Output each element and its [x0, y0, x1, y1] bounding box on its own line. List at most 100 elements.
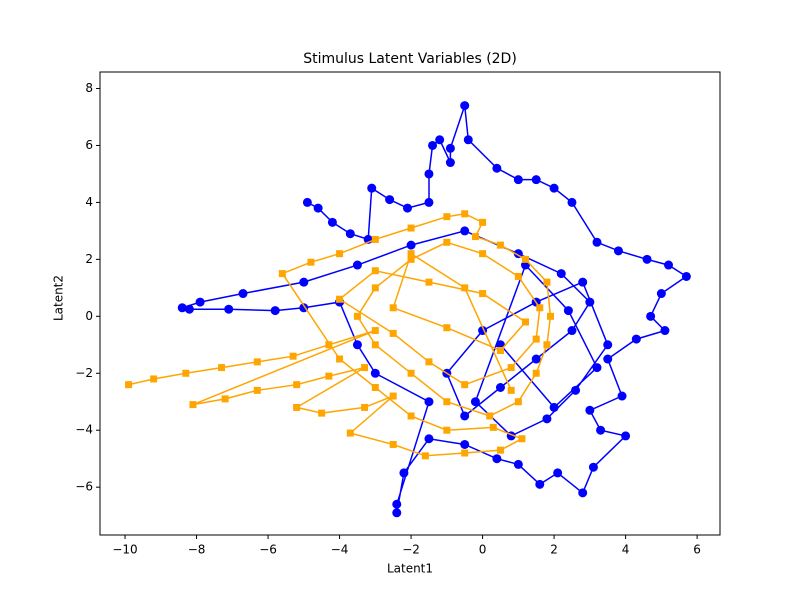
y-axis-label: Latent2	[52, 275, 66, 321]
point	[407, 369, 415, 377]
y-tick-label: 0	[85, 309, 93, 323]
series-line	[128, 213, 552, 457]
point	[507, 364, 515, 372]
point	[631, 334, 641, 344]
point	[489, 423, 497, 431]
point	[327, 217, 337, 227]
point	[177, 303, 187, 313]
point	[521, 255, 529, 263]
point	[514, 272, 522, 280]
point	[543, 341, 551, 349]
point	[221, 395, 229, 403]
point	[461, 284, 469, 292]
y-tick-label: −6	[75, 480, 93, 494]
point	[486, 412, 494, 420]
point	[253, 358, 261, 366]
point	[392, 499, 402, 509]
point	[496, 346, 504, 354]
point	[617, 391, 627, 401]
point	[367, 183, 377, 193]
point	[571, 385, 581, 395]
point	[253, 386, 261, 394]
point	[407, 412, 415, 420]
point	[371, 235, 379, 243]
x-tick-label: −8	[188, 543, 206, 557]
point	[470, 397, 480, 407]
point	[389, 440, 397, 448]
point	[346, 429, 354, 437]
point	[371, 267, 379, 275]
point	[443, 398, 451, 406]
point	[402, 203, 412, 213]
x-tick-label: 4	[622, 543, 630, 557]
x-axis-label: Latent1	[387, 562, 433, 576]
point	[445, 143, 455, 153]
point	[646, 311, 656, 321]
chart-title: Stimulus Latent Variables (2D)	[303, 51, 517, 67]
point	[460, 101, 470, 111]
point	[318, 409, 326, 417]
x-tick-label: 0	[479, 543, 487, 557]
point	[521, 318, 529, 326]
point	[407, 224, 415, 232]
point	[345, 229, 355, 239]
point	[596, 425, 606, 435]
point	[425, 358, 433, 366]
point	[443, 324, 451, 332]
point	[424, 197, 434, 207]
point	[361, 364, 369, 372]
point	[578, 488, 588, 498]
point	[461, 449, 469, 457]
point	[496, 446, 504, 454]
point	[461, 381, 469, 389]
point	[325, 341, 333, 349]
x-tick-label: −6	[259, 543, 277, 557]
point	[460, 439, 470, 449]
point	[336, 250, 344, 258]
point	[184, 304, 194, 314]
x-tick-label: 2	[550, 543, 558, 557]
point	[463, 135, 473, 145]
point	[563, 306, 573, 316]
point	[547, 312, 555, 320]
point	[613, 246, 623, 256]
point	[389, 392, 397, 400]
point	[313, 203, 323, 213]
point	[428, 140, 438, 150]
y-tick-label: 4	[85, 195, 93, 209]
point	[507, 386, 515, 394]
point	[656, 289, 666, 299]
point	[536, 304, 544, 312]
point	[325, 372, 333, 380]
point	[567, 197, 577, 207]
point	[336, 295, 344, 303]
point	[371, 384, 379, 392]
y-tick-label: −4	[75, 423, 93, 437]
point	[592, 237, 602, 247]
y-tick-label: −2	[75, 366, 93, 380]
point	[532, 335, 540, 343]
point	[289, 352, 297, 360]
point	[479, 218, 487, 226]
point	[293, 403, 301, 411]
point	[421, 452, 429, 460]
point	[389, 304, 397, 312]
point	[385, 195, 395, 205]
point	[302, 197, 312, 207]
point	[496, 241, 504, 249]
point	[664, 260, 674, 270]
point	[585, 405, 595, 415]
point	[495, 383, 505, 393]
point	[406, 240, 416, 250]
point	[407, 255, 415, 263]
point	[370, 368, 380, 378]
point	[543, 278, 551, 286]
point	[621, 431, 631, 441]
point	[293, 381, 301, 389]
point	[299, 277, 309, 287]
point	[189, 401, 197, 409]
point	[425, 278, 433, 286]
point	[371, 341, 379, 349]
point	[460, 226, 470, 236]
